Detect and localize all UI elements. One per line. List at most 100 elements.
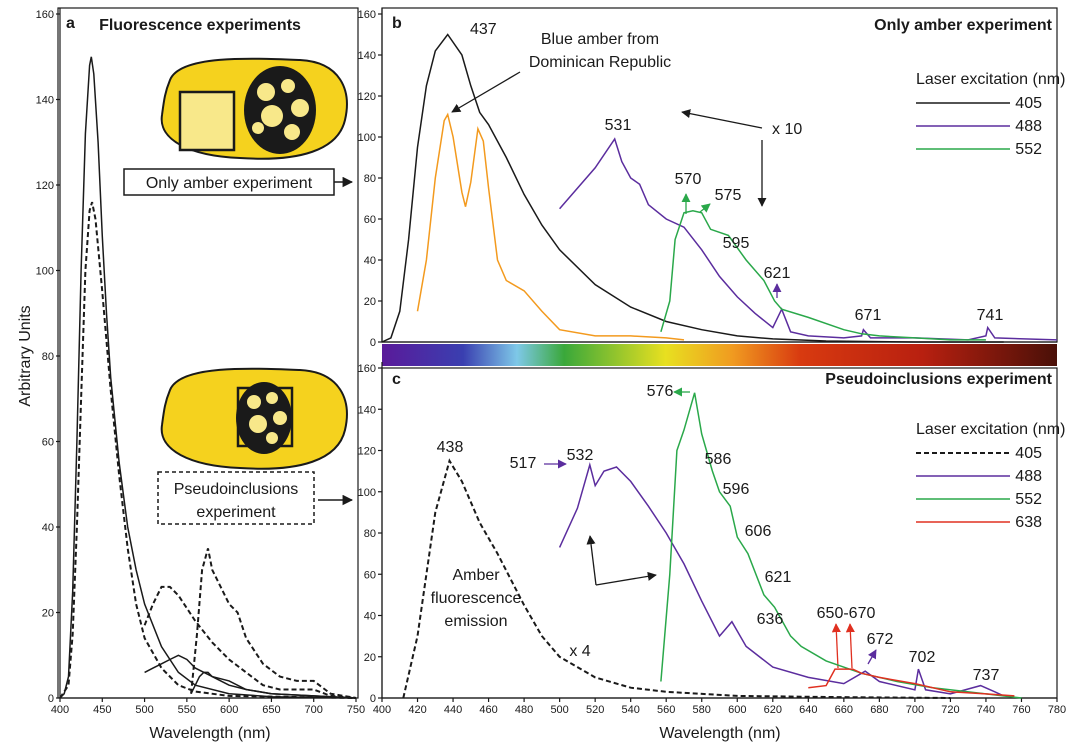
y-tick-label: 60 <box>42 437 54 449</box>
y-tick-label: 160 <box>358 363 376 375</box>
legend-label: 552 <box>1015 141 1042 158</box>
y-tick-label: 0 <box>370 693 376 705</box>
annotation: 517 <box>510 455 537 472</box>
x-tick-label: 520 <box>586 704 604 716</box>
spectrum-bar <box>382 344 1057 366</box>
x-tick-label: 600 <box>728 704 746 716</box>
arrow <box>845 623 855 669</box>
legend-label: 405 <box>1015 445 1042 462</box>
annotation: 596 <box>723 481 750 498</box>
annotation: 741 <box>977 307 1004 324</box>
amber-icon <box>160 367 348 470</box>
series-line <box>660 210 986 341</box>
x-tick-label: 700 <box>305 704 323 716</box>
x-tick-label: 680 <box>870 704 888 716</box>
arrow <box>831 623 841 669</box>
y-tick-label: 40 <box>42 522 54 534</box>
series-line <box>190 548 357 699</box>
y-tick-label: 40 <box>364 255 376 267</box>
x-tick-label: 400 <box>373 704 391 716</box>
y-tick-label: 160 <box>36 9 54 21</box>
x-axis-label: Wavelength (nm) <box>149 725 270 742</box>
x-tick-label: 420 <box>408 704 426 716</box>
annotation: emission <box>444 613 507 630</box>
annotation: Dominican Republic <box>529 54 671 71</box>
legend-label: 552 <box>1015 491 1042 508</box>
x-tick-label: 480 <box>515 704 533 716</box>
annotation: 636 <box>757 611 784 628</box>
amber-icon <box>160 57 348 160</box>
series-line <box>808 668 1015 697</box>
x-tick-label: 580 <box>693 704 711 716</box>
annotation: 532 <box>567 447 594 464</box>
x-tick-label: 600 <box>220 704 238 716</box>
x-tick-label: 500 <box>550 704 568 716</box>
annotation: 437 <box>470 21 497 38</box>
x-tick-label: 400 <box>51 704 69 716</box>
x-tick-label: 750 <box>347 704 365 716</box>
legend-label: 405 <box>1015 95 1042 112</box>
series-line <box>416 112 685 341</box>
annotation: 576 <box>647 383 674 400</box>
y-tick-label: 140 <box>358 50 376 62</box>
panel-letter: c <box>392 371 401 388</box>
y-tick-label: 20 <box>364 296 376 308</box>
annotation: 438 <box>437 439 464 456</box>
legend-label: 638 <box>1015 514 1042 531</box>
y-tick-label: 120 <box>358 446 376 458</box>
annotation: 650-670 <box>817 605 876 622</box>
x-tick-label: 440 <box>444 704 462 716</box>
annotation: fluorescence <box>431 590 522 607</box>
x-tick-label: 540 <box>622 704 640 716</box>
y-tick-label: 160 <box>358 9 376 21</box>
annotation: Only amber experiment <box>146 175 313 192</box>
panel-frame <box>381 7 1058 343</box>
y-tick-label: 20 <box>42 608 54 620</box>
annotation: Pseudoinclusions <box>174 481 299 498</box>
legend-title: Laser excitation (nm) <box>916 421 1065 438</box>
y-tick-label: 100 <box>358 132 376 144</box>
annotation: 586 <box>705 451 732 468</box>
annotation: 672 <box>867 631 894 648</box>
x-tick-label: 550 <box>178 704 196 716</box>
annotation: x 4 <box>569 643 590 660</box>
x-tick-label: 740 <box>977 704 995 716</box>
annotation: 575 <box>715 187 742 204</box>
y-tick-label: 100 <box>358 487 376 499</box>
panel-title: Pseudoinclusions experiment <box>825 371 1052 388</box>
x-tick-label: 780 <box>1048 704 1066 716</box>
annotation: x 10 <box>772 121 802 138</box>
arrow <box>699 203 711 213</box>
arrow <box>595 571 657 586</box>
annotation: 621 <box>764 265 791 282</box>
legend-label: 488 <box>1015 118 1042 135</box>
annotation: 595 <box>723 235 750 252</box>
arrow <box>451 71 521 113</box>
x-tick-label: 720 <box>941 704 959 716</box>
x-axis-label: Wavelength (nm) <box>659 725 780 742</box>
y-tick-label: 0 <box>370 337 376 349</box>
series-line <box>59 201 357 699</box>
series-line <box>402 458 951 699</box>
y-tick-label: 140 <box>358 404 376 416</box>
annotation-box <box>157 471 315 525</box>
annotation: 671 <box>855 307 882 324</box>
series-line <box>143 585 357 699</box>
x-tick-label: 460 <box>479 704 497 716</box>
series-line <box>660 392 1022 699</box>
panel-title: Fluorescence experiments <box>99 17 301 34</box>
x-tick-label: 620 <box>764 704 782 716</box>
legend-title: Laser excitation (nm) <box>916 71 1065 88</box>
annotation: 606 <box>745 523 772 540</box>
y-tick-label: 100 <box>36 266 54 278</box>
legend-label: 488 <box>1015 468 1042 485</box>
y-tick-label: 120 <box>36 180 54 192</box>
y-tick-label: 40 <box>364 611 376 623</box>
y-tick-label: 60 <box>364 569 376 581</box>
annotation: experiment <box>196 504 276 521</box>
y-tick-label: 80 <box>364 528 376 540</box>
x-tick-label: 640 <box>799 704 817 716</box>
y-tick-label: 0 <box>48 693 54 705</box>
annotation: Amber <box>452 567 500 584</box>
